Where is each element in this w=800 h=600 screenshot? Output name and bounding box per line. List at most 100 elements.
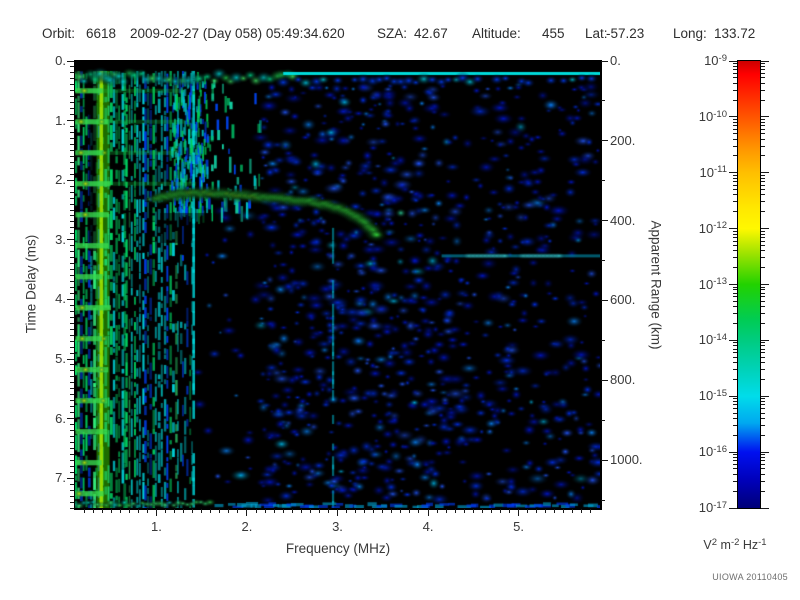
colorbar-unit-label: V2 m-2 Hz-1 [703,536,767,552]
tick [601,140,608,142]
tick [70,126,74,128]
tick [536,509,538,513]
tick [70,310,74,312]
tick [733,480,737,482]
tick [733,82,737,84]
tick [761,323,765,325]
tick [761,468,765,470]
tick [733,457,737,459]
tick [761,236,765,238]
tick [327,509,329,513]
tick [733,69,737,71]
tick [391,509,393,513]
tick [70,471,74,473]
tick [572,509,574,513]
header-field: Orbit: [42,26,76,41]
tick [733,292,737,294]
tick [454,509,456,513]
y2-tick-label: 600. [610,292,636,308]
tick [472,509,474,513]
colorbar-tick-label: 10-17 [698,499,727,515]
tick [70,90,74,92]
tick [581,509,583,513]
tick [733,230,737,232]
tick [761,133,765,135]
tick [70,376,74,378]
tick [733,460,737,462]
y-tick-label: 3. [55,231,66,247]
tick [101,509,103,513]
tick [761,184,765,186]
tick [761,250,765,252]
header-field: Long: [673,26,707,41]
tick [733,177,737,179]
tick [70,453,74,455]
tick [761,507,769,509]
tick [733,345,737,347]
header-field: 42.67 [414,26,448,41]
tick [761,230,765,232]
tick [291,509,293,513]
tick [761,77,765,79]
tick [400,509,402,513]
y2-tick-label: 0. [610,53,621,68]
tick [70,447,74,449]
tick [70,173,74,175]
tick [761,339,769,341]
tick [761,454,765,456]
tick [761,145,765,147]
tick [761,342,765,344]
tick [761,480,765,482]
tick [729,507,737,509]
tick [70,406,74,408]
tick [70,161,74,163]
tick [70,424,74,426]
header-field: 133.72 [714,26,756,41]
tick [761,172,769,174]
tick [264,509,266,513]
header-field: SZA: [377,26,408,41]
tick [70,370,74,372]
tick [733,189,737,191]
tick [733,404,737,406]
tick [761,408,765,410]
header-field: 6618 [86,26,117,41]
tick [382,509,384,513]
tick [733,145,737,147]
tick [729,172,737,174]
tick [729,60,737,62]
tick [318,509,320,513]
tick [733,77,737,79]
tick [601,419,605,421]
tick [761,352,765,354]
tick [733,434,737,436]
colorbar-tick-label: 10-9 [704,52,727,68]
tick [70,102,74,104]
tick [733,72,737,74]
tick [761,69,765,71]
tick [490,509,492,513]
x-tick-label: 1. [151,519,162,534]
tick [761,128,765,130]
tick [729,284,737,285]
tick [733,125,737,127]
tick [733,174,737,176]
tick [70,251,74,253]
y2-tick-label: 1000. [610,452,643,468]
tick [733,128,737,130]
tick [761,82,765,84]
tick [761,125,765,127]
tick [733,313,737,315]
tick [481,509,483,513]
tick [70,328,74,330]
tick [761,240,765,242]
tick [729,339,737,341]
tick [733,424,737,426]
tick [733,289,737,291]
y2-tick-label: 200. [610,132,636,148]
tick [346,509,348,513]
tick [70,507,74,509]
tick [67,418,74,420]
colorbar-tick-label: 10-15 [698,387,727,404]
tick [761,412,765,414]
